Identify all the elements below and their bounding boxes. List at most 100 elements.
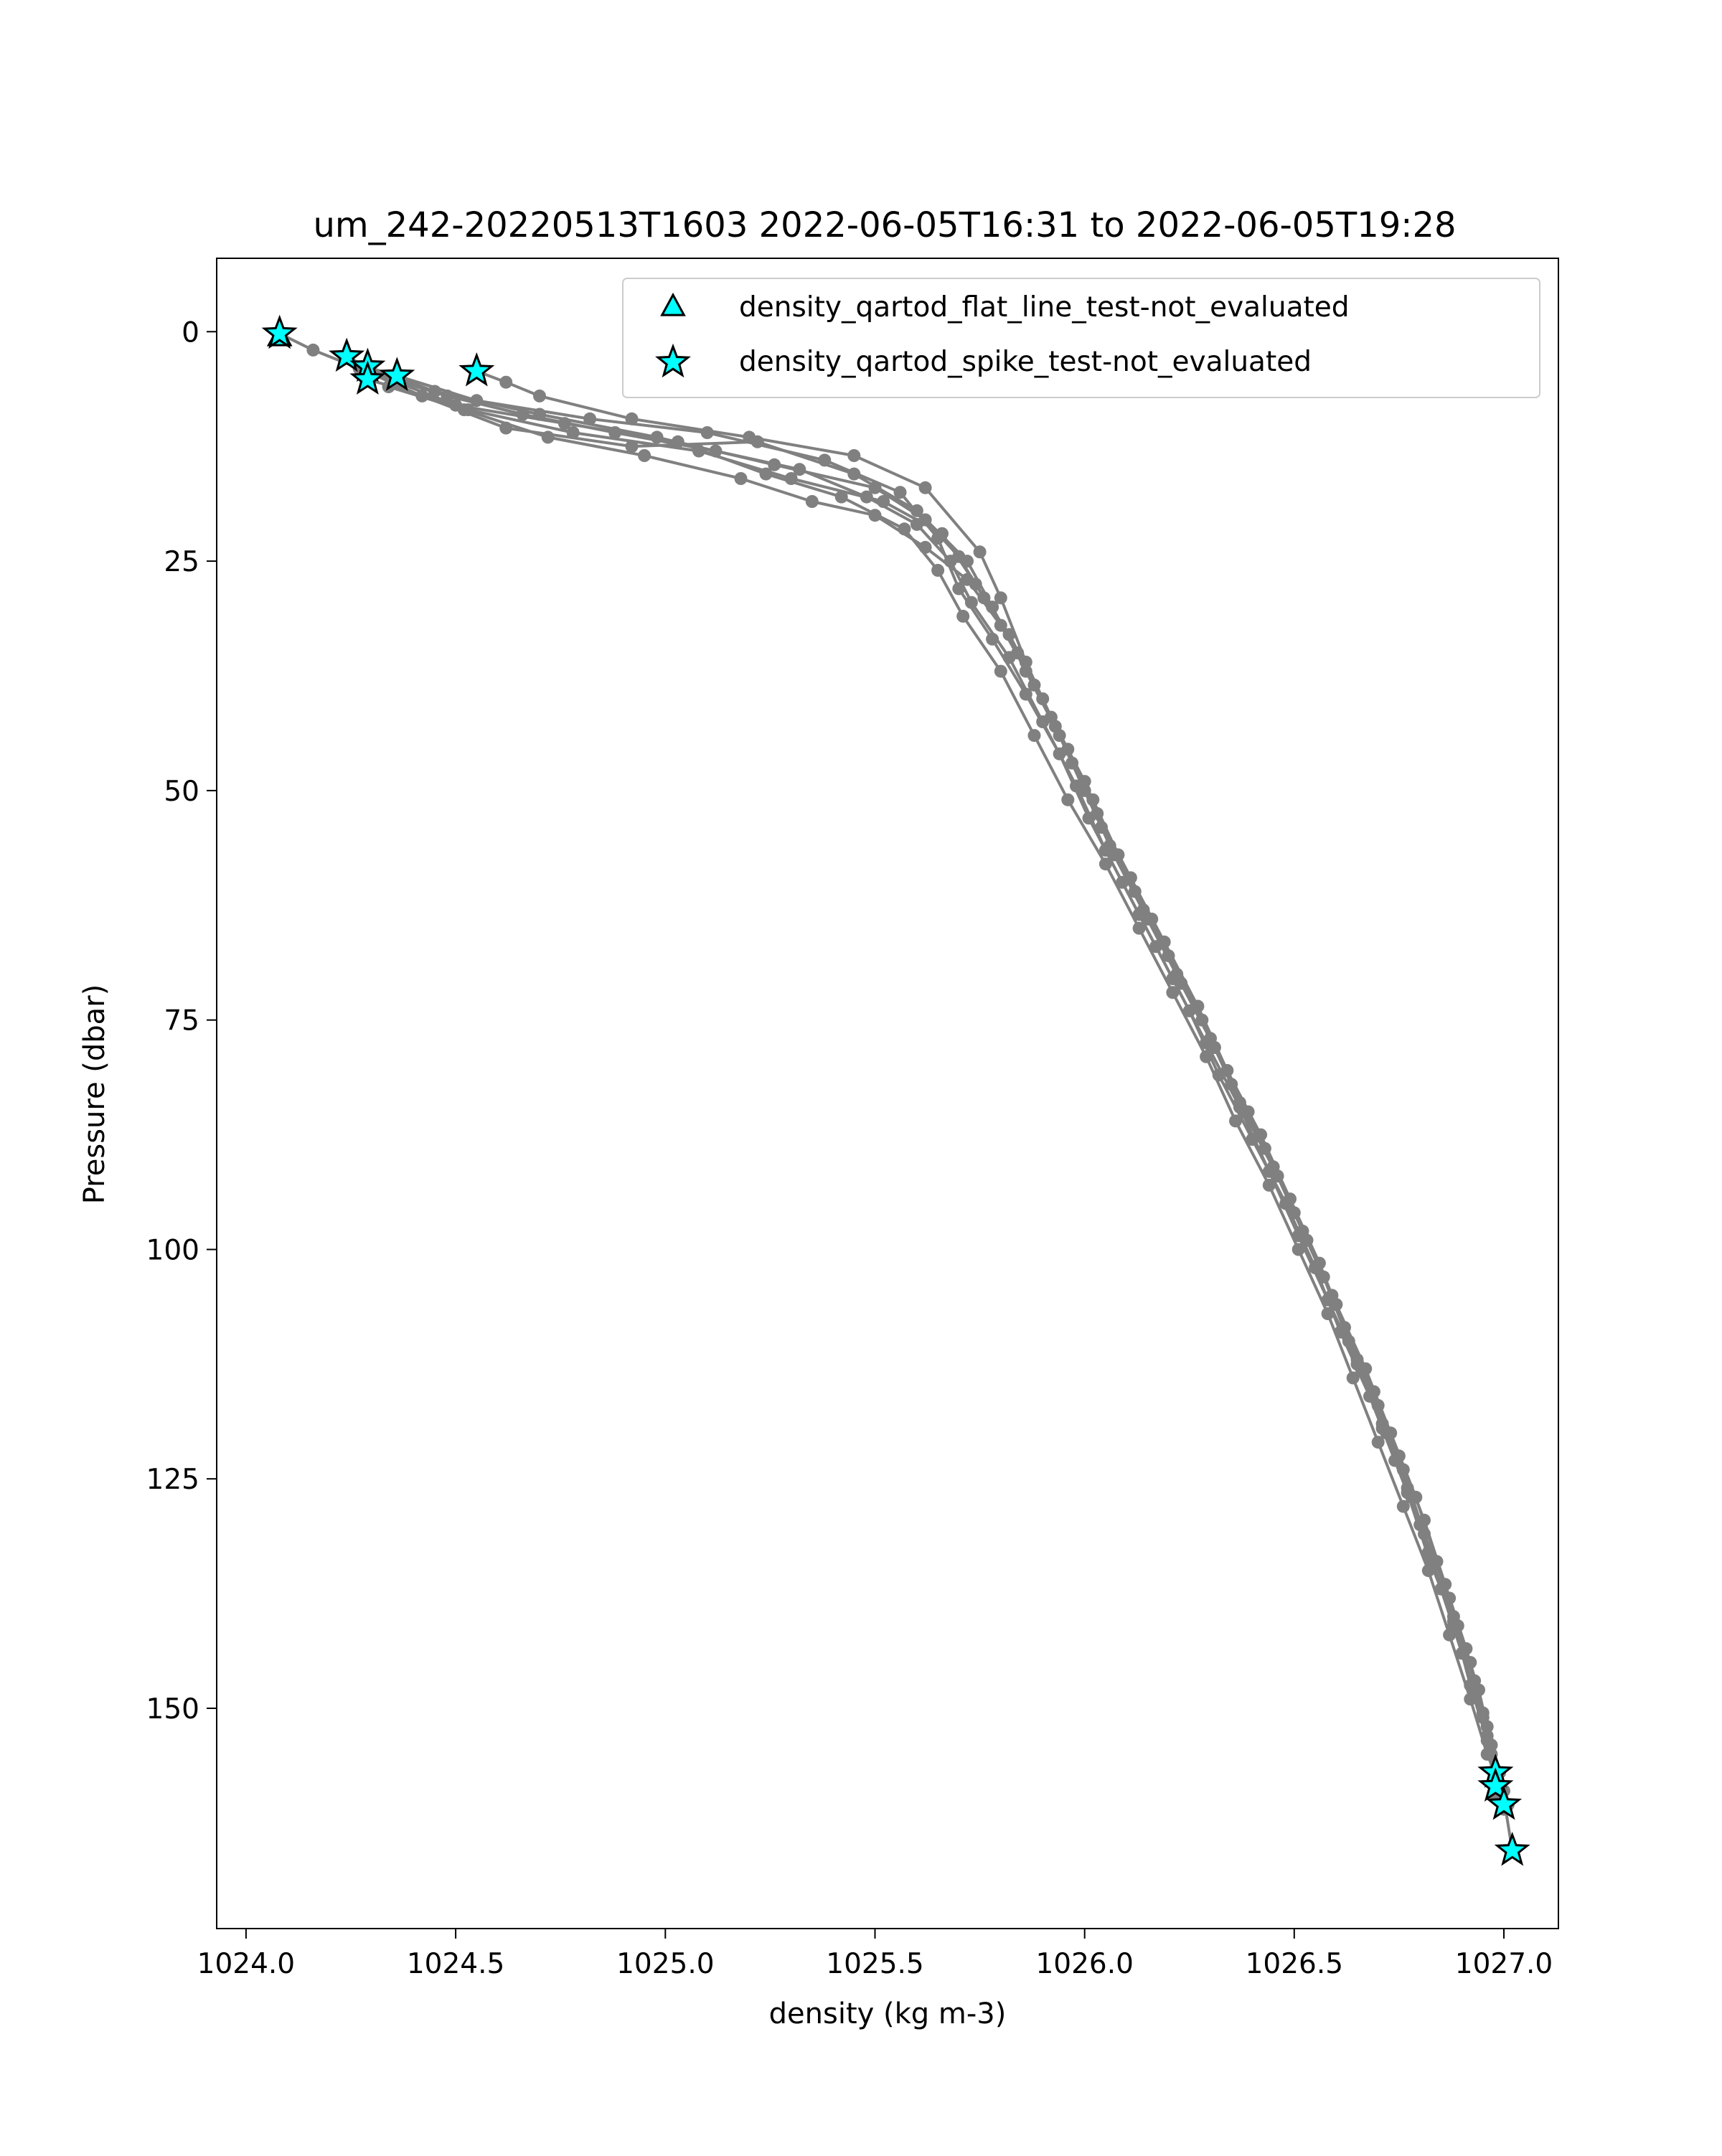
profile-6-point <box>533 389 546 403</box>
profile-line-2 <box>346 355 1497 1787</box>
profile-7-point <box>1036 715 1050 728</box>
profile-8-point <box>1459 1642 1473 1655</box>
y-axis: 0 25 50 75 100 125 150 <box>146 316 217 1726</box>
legend-marker-star <box>655 343 691 378</box>
profile-6-point <box>973 545 987 559</box>
profile-7-point <box>1002 651 1016 664</box>
profile-7-point <box>964 596 978 609</box>
profile-8-point <box>1254 1128 1268 1141</box>
legend-label-flat-line-test: density_qartod_flat_line_test-not_evalua… <box>739 291 1350 324</box>
legend-star-icon <box>655 343 691 378</box>
profile-4-point <box>1346 1371 1360 1385</box>
profile-6-point <box>994 591 1007 605</box>
profile-7-point <box>441 389 454 403</box>
profile-8-point <box>1418 1513 1431 1527</box>
profile-8-point <box>918 540 932 554</box>
profile-1-point <box>306 343 320 357</box>
spike-flag-marker <box>458 352 495 387</box>
y-tick-label: 125 <box>146 1464 199 1496</box>
profile-7-point <box>1098 844 1112 857</box>
profile-7-point <box>1200 1036 1213 1050</box>
profile-8-point <box>805 495 819 508</box>
profile-4-point <box>1371 1436 1385 1449</box>
y-tick-label: 150 <box>146 1693 199 1726</box>
y-tick-label: 100 <box>146 1235 199 1267</box>
profile-4-point <box>759 467 773 481</box>
profile-8-point <box>1157 935 1171 948</box>
profile-8-point <box>1061 743 1075 756</box>
y-tick-label: 0 <box>182 316 199 349</box>
legend-marker-triangle <box>660 292 686 316</box>
profile-3-point <box>977 591 991 605</box>
profile-8-point <box>1284 1192 1297 1206</box>
profile-line-6 <box>476 369 1505 1792</box>
profile-4-point <box>834 490 848 504</box>
spike-flag-marker <box>261 314 298 349</box>
profile-8-point <box>961 573 974 586</box>
profile-line-8 <box>388 385 1485 1713</box>
flag-markers-layer <box>261 314 1530 1866</box>
profile-8-point <box>1124 871 1137 885</box>
profile-line-5 <box>396 374 1514 1851</box>
spike-flag-marker <box>379 357 415 391</box>
profile-4-point <box>1132 921 1146 935</box>
profile-7-point <box>1070 779 1083 793</box>
profile-6-point <box>743 430 756 444</box>
profile-4-point <box>1396 1500 1410 1513</box>
profile-8-point <box>868 509 882 522</box>
spike-flag-marker <box>1494 1832 1530 1866</box>
profile-6-point <box>625 412 639 425</box>
profile-7-point <box>860 490 873 504</box>
profile-8-point <box>1367 1385 1380 1398</box>
profile-8-point <box>1091 806 1104 820</box>
x-axis: 1024.0 1024.5 1025.0 1025.5 1026.0 1026.5 1027… <box>197 1929 1553 1980</box>
profile-4-point <box>931 563 945 577</box>
y-tick-label: 25 <box>164 546 199 578</box>
profile-8-point <box>1312 1256 1326 1270</box>
x-tick-label: 1027.0 <box>1455 1948 1553 1980</box>
profile-8-point <box>734 472 748 485</box>
profile-4-point <box>1229 1114 1242 1128</box>
profile-line-7 <box>371 371 1489 1741</box>
profile-5-point <box>893 486 907 499</box>
profile-1-point <box>625 440 639 453</box>
plot-area-frame <box>216 258 1559 1929</box>
profile-7-point <box>1292 1229 1305 1243</box>
profiles-layer <box>273 326 1519 1858</box>
profile-line-4 <box>367 377 1510 1806</box>
profile-5-point <box>583 412 597 425</box>
profile-8-point <box>541 430 555 444</box>
profile-6-point <box>918 481 932 494</box>
x-tick-label: 1026.5 <box>1246 1948 1343 1980</box>
profile-7-point <box>910 517 923 531</box>
spike-flag-marker <box>329 337 365 372</box>
profile-8-point <box>1392 1449 1406 1463</box>
profile-7-point <box>516 408 530 421</box>
profile-7-point <box>1233 1101 1246 1114</box>
profile-4-point <box>956 609 970 623</box>
x-tick-label: 1024.5 <box>407 1948 504 1980</box>
profile-7-point <box>608 426 622 439</box>
profile-5-point <box>818 453 832 467</box>
profile-8-point <box>994 618 1007 632</box>
profile-6-point <box>499 375 513 389</box>
profile-7-point <box>1262 1164 1276 1178</box>
profile-4-point <box>1027 729 1041 743</box>
profile-7-point <box>1166 972 1180 986</box>
legend: density_qartod_flat_line_test-not_evalua… <box>622 278 1540 398</box>
profile-4-point <box>1098 857 1112 871</box>
x-axis-label: density (kg m-3) <box>769 1997 1007 2030</box>
profile-4-point <box>1443 1628 1457 1642</box>
spike-flag-marker <box>349 360 386 395</box>
x-tick-label: 1024.0 <box>197 1948 295 1980</box>
profile-7-point <box>709 444 723 458</box>
profile-4-point <box>1061 793 1075 806</box>
spike-flag-marker <box>1477 1767 1514 1802</box>
x-tick-label: 1026.0 <box>1035 1948 1133 1980</box>
legend-frame <box>622 278 1540 398</box>
profile-8-point <box>1191 999 1205 1013</box>
profile-6-point <box>847 449 861 462</box>
profile-8-point <box>1476 1706 1490 1720</box>
profile-8-point <box>1439 1578 1452 1591</box>
